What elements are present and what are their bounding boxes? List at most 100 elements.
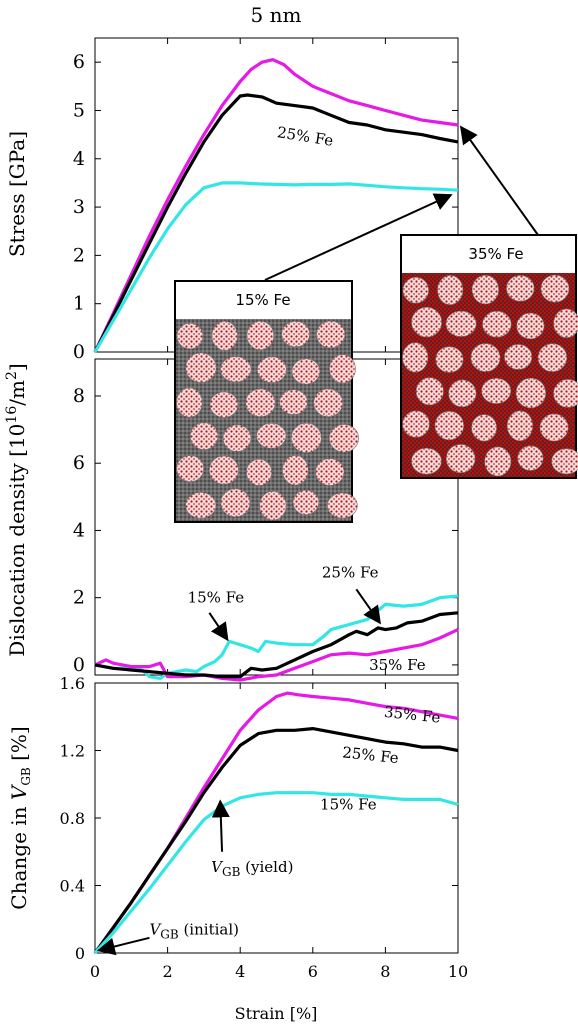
y-tick-label: 5 [73, 99, 85, 121]
panel-frame [94, 682, 459, 954]
inset-15fe-grains [176, 320, 359, 521]
grain [506, 275, 535, 302]
grain [209, 455, 239, 485]
inset-15fe: 15% Fe [174, 280, 359, 523]
grain [279, 389, 308, 415]
grain [537, 343, 568, 372]
dislocation-15fe-arrow [208, 612, 229, 642]
inset35-arrow [459, 125, 539, 236]
grain [327, 492, 358, 519]
grain [435, 346, 464, 373]
series-line-p15 [93, 791, 459, 955]
grain [176, 322, 204, 350]
grain [313, 388, 343, 417]
y-tick-label: 8 [73, 385, 85, 407]
inset15-arrow [264, 193, 453, 281]
y-tick-label: 0 [75, 944, 85, 963]
grain [282, 455, 309, 486]
grain [315, 458, 345, 486]
grain [222, 424, 252, 452]
inset-35fe-label: 35% Fe [468, 245, 523, 263]
x-tick-label: 4 [235, 962, 245, 981]
grain [246, 320, 275, 351]
vgb-marker-label: VGB (initial) [149, 920, 239, 941]
stress-panel: 0 1 2 3 4 5 6 25% Fe [73, 37, 459, 363]
series-line-p15 [93, 181, 459, 353]
grain [185, 352, 217, 383]
series-line-p35 [93, 58, 459, 353]
series-line-p25 [93, 93, 459, 353]
grain [246, 458, 272, 486]
dislocation-ylabel-close: ] [5, 363, 29, 371]
vgb-panel: 0 0.4 0.8 1.2 1.6 0 2 4 6 8 10 35% Fe 25% Fe 15% Fe VG… [60, 674, 469, 981]
grain [402, 410, 430, 438]
grain [504, 344, 533, 370]
grain [176, 387, 203, 418]
x-tick-label: 10 [448, 962, 468, 981]
grain [515, 377, 546, 409]
y-tick-label: 2 [73, 587, 85, 609]
grain [291, 358, 321, 385]
grain [281, 321, 310, 348]
grain [259, 490, 287, 521]
grain [551, 448, 578, 475]
grain [484, 446, 512, 477]
grain [292, 489, 320, 515]
y-tick-label: 0.4 [60, 877, 85, 896]
dislocation-ylabel-main: Dislocation density [10 [5, 424, 29, 657]
series-annotation: 25% Fe [322, 564, 379, 582]
y-tick-label: 4 [73, 148, 85, 170]
grain [291, 422, 322, 453]
series-annotation: 15% Fe [320, 796, 377, 814]
y-tick-label: 1.2 [60, 742, 85, 761]
grain [445, 444, 476, 474]
grain [539, 413, 569, 442]
series-annotation: 25% Fe [276, 123, 335, 150]
inset-35fe-grains [402, 274, 578, 477]
series-annotation: 15% Fe [188, 589, 245, 607]
grain [553, 379, 578, 408]
grain [220, 356, 252, 383]
grain [209, 391, 239, 418]
grain [189, 422, 219, 450]
grain [471, 274, 499, 305]
grain [328, 424, 359, 453]
y-tick-label: 0.8 [60, 809, 85, 828]
grain [316, 320, 346, 349]
grain [517, 445, 544, 471]
y-tick-label: 0 [73, 654, 85, 676]
y-tick-label: 6 [73, 452, 85, 474]
series-annotation: 25% Fe [341, 743, 399, 767]
series-line-p25 [94, 611, 459, 679]
x-tick-label: 8 [380, 962, 390, 981]
grain [256, 423, 287, 449]
grain [482, 310, 512, 338]
x-tick-label: 0 [90, 962, 100, 981]
vgb-yield-arrow [211, 799, 230, 852]
grain [402, 342, 429, 373]
vgb-ylabel: Change in VGB [%] [7, 726, 33, 909]
grain [257, 356, 287, 383]
figure-title: 5 nm [251, 3, 302, 27]
vgb-ylabel-main: Change in [7, 800, 31, 910]
grain [411, 447, 442, 475]
grain [553, 308, 578, 338]
grain [471, 414, 497, 442]
grain [411, 307, 443, 338]
series-annotation: 35% Fe [369, 656, 426, 674]
vgb-initial-arrow [96, 936, 150, 956]
y-tick-label: 1.6 [60, 674, 85, 693]
x-tick-label: 6 [308, 962, 318, 981]
series-line-p35 [93, 691, 459, 954]
grain [437, 275, 464, 305]
y-tick-label: 1 [73, 293, 85, 315]
grain [448, 379, 477, 408]
stress-ylabel: Stress [GPa] [5, 131, 29, 257]
vgb-ylabel-sub: GB [19, 767, 33, 786]
inset-35fe: 35% Fe [400, 234, 578, 479]
series-line-p25 [93, 726, 459, 954]
dislocation-ylabel-sup: 16 [4, 406, 20, 424]
grain [434, 411, 464, 441]
vgb-ylabel-tail: [%] [7, 726, 31, 767]
